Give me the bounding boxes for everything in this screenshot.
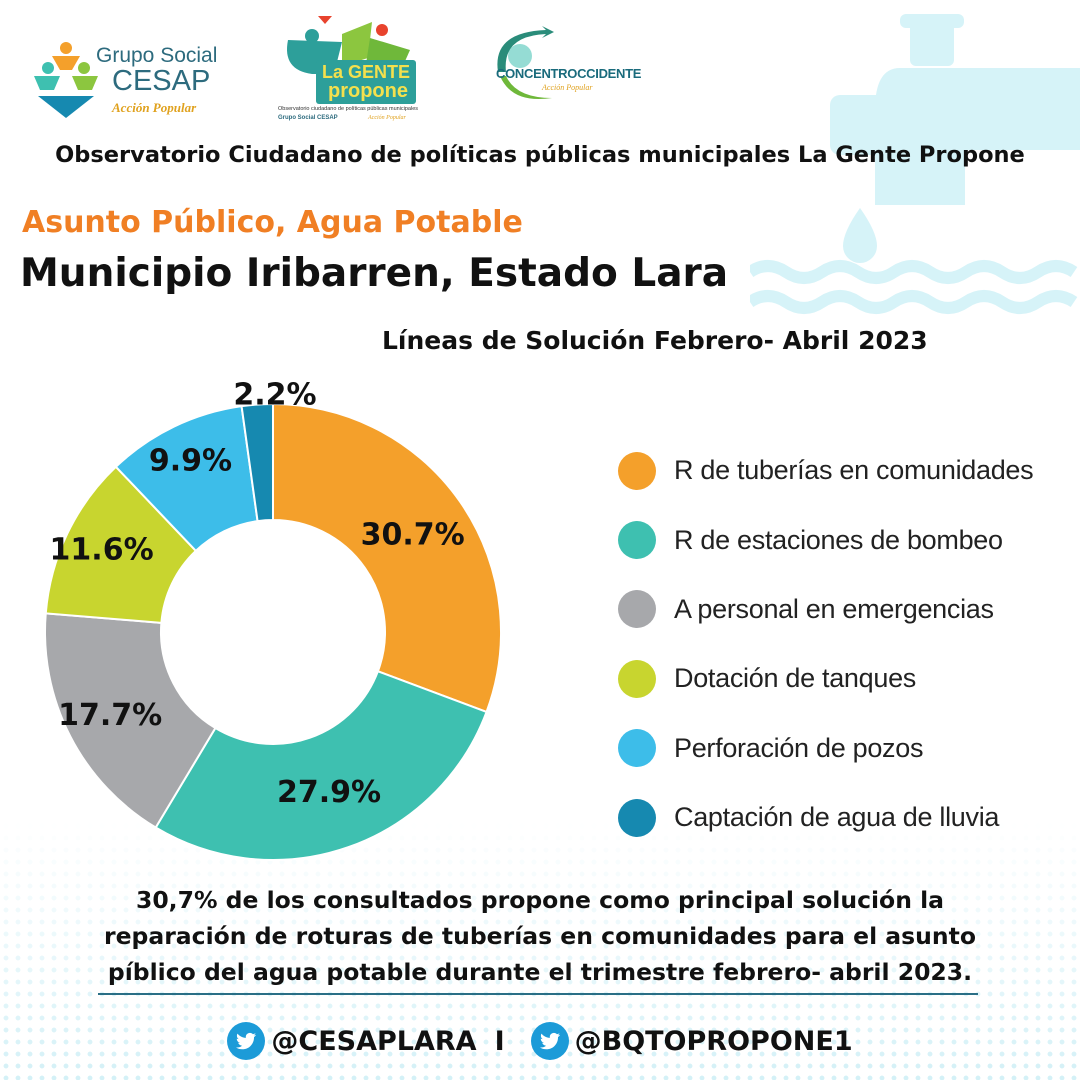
legend-label: Perforación de pozos	[674, 732, 924, 763]
data-label: 2.2%	[233, 378, 316, 413]
twitter-handle: @BQTOPROPONE1	[574, 1025, 853, 1057]
divider	[98, 993, 978, 995]
conclusion-line: reparación de roturas de tuberías en com…	[104, 922, 976, 950]
legend-label: Captación de agua de lluvia	[674, 802, 1000, 833]
concentro-name: CONCENTROCCIDENTE	[496, 66, 642, 81]
water-faucet-illustration	[750, 14, 1080, 314]
legend-label: Dotación de tanques	[674, 663, 916, 694]
legend-item: R de estaciones de bombeo	[618, 505, 1068, 574]
conclusion-line: píblico del agua potable durante el trim…	[107, 958, 973, 986]
legend-label: A personal en emergencias	[674, 593, 994, 624]
concentro-tagline: Acción Popular	[542, 83, 593, 92]
topic-heading: Asunto Público, Agua Potable	[22, 205, 523, 240]
chart-legend: R de tuberías en comunidades R de estaci…	[618, 436, 1068, 852]
data-label: 11.6%	[50, 533, 154, 568]
legend-swatch	[618, 798, 656, 837]
conclusion-line: 30,7% de los consultados propone como pr…	[135, 886, 945, 914]
social-bqtopropone[interactable]: @BQTOPROPONE1	[530, 1022, 853, 1060]
pie-slice	[240, 402, 274, 523]
cesap-logo-line2: CESAP	[112, 65, 211, 97]
pie-slice	[154, 669, 488, 861]
cesap-logo-line1: Grupo Social	[96, 44, 218, 67]
la-gente-footer-left: Grupo Social CESAP	[278, 115, 338, 121]
legend-swatch	[618, 521, 656, 560]
la-gente-line1: La GENTE	[322, 62, 411, 82]
twitter-bird-icon	[227, 1022, 266, 1060]
cesap-logo: Grupo Social CESAP Acción Popular	[30, 38, 220, 124]
social-cesaplara[interactable]: @CESAPLARA	[227, 1022, 477, 1060]
concentro-swoosh-icon	[497, 26, 554, 100]
legend-label: R de estaciones de bombeo	[674, 524, 1003, 555]
legend-label: R de tuberías en comunidades	[674, 455, 1034, 486]
la-gente-propone-logo: La GENTE propone Observatorio ciudadano …	[272, 16, 422, 126]
social-handles: @CESAPLARA I @BQTOPROPONE1	[0, 1022, 1080, 1060]
la-gente-tagline: Observatorio ciudadano de políticas públ…	[278, 106, 419, 112]
data-label: 30.7%	[361, 518, 465, 553]
twitter-bird-icon	[530, 1022, 569, 1060]
legend-swatch	[618, 729, 656, 768]
observatorio-heading: Observatorio Ciudadano de políticas públ…	[55, 142, 1025, 168]
data-label: 17.7%	[58, 698, 162, 733]
separator: I	[494, 1025, 505, 1057]
legend-item: R de tuberías en comunidades	[618, 436, 1068, 505]
cesap-logo-line3: Acción Popular	[112, 100, 197, 115]
la-gente-badge	[316, 60, 416, 104]
twitter-handle: @CESAPLARA	[271, 1025, 477, 1057]
la-gente-footer-right: Acción Popular	[368, 115, 406, 121]
chart-title: Líneas de Solución Febrero- Abril 2023	[382, 326, 928, 355]
data-label: 9.9%	[149, 443, 232, 478]
legend-item: A personal en emergencias	[618, 575, 1068, 644]
conclusion-text: 30,7% de los consultados propone como pr…	[40, 882, 1040, 990]
data-label: 27.9%	[277, 775, 381, 810]
legend-swatch	[618, 451, 656, 490]
la-gente-line2: propone	[328, 80, 408, 102]
pie-slice	[44, 612, 217, 829]
legend-item: Captación de agua de lluvia	[618, 783, 1068, 852]
legend-item: Dotación de tanques	[618, 644, 1068, 713]
page-title: Municipio Iribarren, Estado Lara	[20, 251, 729, 296]
legend-swatch	[618, 659, 656, 698]
concentroccidente-logo: CONCENTROCCIDENTE Acción Popular	[492, 26, 641, 106]
legend-swatch	[618, 590, 656, 629]
pie-slice	[272, 402, 502, 714]
legend-item: Perforación de pozos	[618, 714, 1068, 783]
cesap-people-icon	[34, 42, 98, 118]
